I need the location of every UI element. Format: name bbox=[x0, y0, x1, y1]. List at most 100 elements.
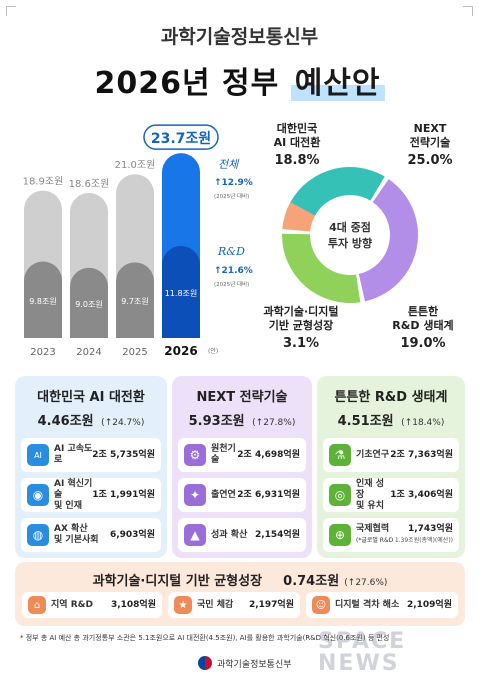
item-label: 지역 R&D bbox=[51, 599, 93, 610]
item-value: 2조 6,931억원 bbox=[237, 489, 300, 500]
corner-mark bbox=[463, 6, 473, 16]
donut-slice bbox=[282, 233, 361, 303]
item-value: 2조 5,735억원 bbox=[92, 449, 155, 460]
up-arrow-icon: ↑ bbox=[404, 418, 413, 428]
donut-label-balance-line2: 기반 균형성장 bbox=[268, 319, 334, 332]
ministry-logo: 과학기술정보통신부 bbox=[198, 656, 292, 670]
panel-amount-value: 5.93조원 bbox=[188, 414, 245, 429]
panel-change-value: 24.7% bbox=[112, 418, 141, 428]
donut-label-balance-pct: 3.1% bbox=[282, 336, 320, 351]
total-value-badge bbox=[143, 124, 219, 150]
bar-rnd bbox=[162, 245, 200, 338]
panel-change-value: 18.4% bbox=[412, 418, 441, 428]
panel-amount: 4.46조원 (↑24.7%) bbox=[15, 410, 167, 429]
donut-label-rnd-pct: 19.0% bbox=[400, 336, 446, 351]
panel-title: 과학기술·디지털 기반 균형성장 bbox=[92, 574, 263, 589]
item-label: 성과 확산 bbox=[211, 529, 248, 540]
donut-label-rnd-line1: 튼튼한 bbox=[407, 305, 439, 318]
list-item: ⚙ 원천기술 2조 4,698억원 bbox=[178, 438, 306, 472]
item-label: 디지털 격차 해소 bbox=[335, 599, 400, 610]
total-value-label: 23.7조원 bbox=[151, 131, 211, 147]
up-arrow-icon: ↑ bbox=[347, 578, 356, 588]
rnd-change: ↑21.6% bbox=[214, 266, 253, 276]
list-item: ✦ 출연연 2조 6,931억원 bbox=[178, 478, 306, 512]
camera-icon: ◉ bbox=[27, 484, 49, 506]
page-title: 2026년 정부 예산안 bbox=[0, 58, 479, 102]
globe-icon: ⊕ bbox=[329, 524, 351, 546]
footer-org: 과학기술정보통신부 bbox=[217, 659, 292, 670]
total-value-label: 21.0조원 bbox=[115, 159, 156, 171]
donut-center-line1: 4대 중점 bbox=[329, 220, 371, 234]
up-arrow-icon: ↑ bbox=[255, 418, 264, 428]
item-label: 국제협력 (*글로벌 R&D bbox=[356, 524, 395, 546]
item-label: AI 고속도로 bbox=[54, 444, 92, 466]
rnd-value-label: 9.0조원 bbox=[75, 300, 102, 309]
list-item: ▲ 성과 확산 2,154억원 bbox=[178, 518, 306, 552]
donut-hole bbox=[312, 197, 388, 273]
panel-amount: 5.93조원 (↑27.8%) bbox=[172, 410, 312, 429]
total-change-note: (2025년 대비) bbox=[214, 192, 249, 200]
item-value: 2,154억원 bbox=[254, 529, 300, 540]
people-celebrate-icon: ★ bbox=[174, 596, 192, 614]
panel-amount-change: (↑24.7%) bbox=[101, 418, 145, 428]
panel-rnd-ecosystem: 튼튼한 R&D 생태계 4.51조원 (↑18.4%) ⚗ 기초연구 2조 7,… bbox=[317, 376, 465, 558]
item-label-line1: AI 혁신기술 bbox=[54, 478, 93, 500]
item-label: 기초연구 bbox=[356, 449, 390, 460]
map-icon: ⌂ bbox=[28, 596, 46, 614]
panel-amount-value: 0.74조원 bbox=[283, 574, 340, 589]
list-item: ◉ AI 혁신기술 및 인재 1조 1,991억원 bbox=[21, 478, 161, 512]
item-value-sub: 1.39조원(총액)(예산)) bbox=[394, 537, 453, 544]
item-label-line2: 및 기본사회 bbox=[54, 535, 99, 545]
donut-slice bbox=[286, 167, 385, 221]
panel-amount-change: (↑27.6%) bbox=[344, 578, 388, 588]
panel-ai-transformation: 대한민국 AI 대전환 4.46조원 (↑24.7%) AI AI 고속도로 2… bbox=[15, 376, 167, 558]
item-label: AX 확산 및 기본사회 bbox=[54, 524, 110, 546]
item-value: 2,197억원 bbox=[248, 599, 294, 610]
total-value-label: 18.6조원 bbox=[69, 178, 110, 190]
corner-mark bbox=[6, 6, 16, 16]
list-item: ◍ AX 확산 및 기본사회 6,903억원 bbox=[21, 518, 161, 552]
panel-amount-value: 4.46조원 bbox=[37, 414, 94, 429]
item-value: 3,108억원 bbox=[110, 599, 156, 610]
item-label: AI 혁신기술 및 인재 bbox=[54, 479, 92, 512]
bar-rnd bbox=[24, 261, 62, 338]
donut-label-rnd-line2: R&D 생태계 bbox=[392, 319, 454, 332]
x-tick-label: 2026 bbox=[164, 344, 197, 358]
talent-search-icon: ◎ bbox=[329, 484, 351, 506]
total-change: ↑12.9% bbox=[214, 178, 253, 188]
item-label: 출연연 bbox=[211, 489, 236, 500]
network-icon: ◍ bbox=[27, 524, 49, 546]
item-value: 2조 4,698억원 bbox=[237, 449, 300, 460]
x-tick-label: 2023 bbox=[30, 347, 55, 358]
rnd-value-label: 9.8조원 bbox=[29, 297, 56, 306]
microscope-icon: ⚙ bbox=[184, 444, 206, 466]
rnd-change-note: (2025년 대비) bbox=[214, 280, 249, 288]
donut-label-next-line1: NEXT bbox=[413, 122, 447, 135]
item-label: 인재 성장 및 유치 bbox=[356, 479, 390, 512]
rnd-value-label: 11.8조원 bbox=[165, 289, 198, 298]
donut-label-ai: 대한민국 AI 대전환 18.8% bbox=[262, 122, 332, 168]
title-prefix: 2026년 정부 bbox=[94, 66, 280, 101]
item-label-line1: 국제협력 bbox=[356, 524, 390, 534]
title-highlight: 예산안 bbox=[290, 66, 385, 101]
item-value: 1조 1,991억원 bbox=[92, 489, 155, 500]
item-label: 원천기술 bbox=[211, 444, 236, 465]
panel-amount-change: (↑27.8%) bbox=[252, 418, 296, 428]
donut-label-next-line2: 전략기술 bbox=[409, 136, 451, 149]
panel-change-value: 27.8% bbox=[263, 418, 292, 428]
panel-next-strategic-tech: NEXT 전략기술 5.93조원 (↑27.8%) ⚙ 원천기술 2조 4,69… bbox=[172, 376, 312, 558]
list-item: ⊕ 국제협력 (*글로벌 R&D 1,743억원 1.39조원(총액)(예산)) bbox=[323, 518, 459, 552]
panel-heading: 과학기술·디지털 기반 균형성장 0.74조원 (↑27.6%) bbox=[15, 570, 465, 589]
donut-label-ai-line2: AI 대전환 bbox=[273, 136, 321, 149]
rnd-legend-label: R&D bbox=[217, 245, 245, 258]
total-value-label: 18.9조원 bbox=[23, 176, 64, 188]
headset-user-icon: ☺ bbox=[312, 596, 330, 614]
item-label-line1: AI 고속도로 bbox=[54, 444, 93, 465]
donut-label-balance-line1: 과학기술·디지털 bbox=[263, 305, 339, 318]
donut-label-next-pct: 25.0% bbox=[407, 153, 453, 168]
item-value: 6,903억원 bbox=[109, 529, 155, 540]
donut-label-balance: 과학기술·디지털 기반 균형성장 3.1% bbox=[246, 305, 356, 351]
item-label-line2: (*글로벌 R&D bbox=[356, 537, 394, 544]
